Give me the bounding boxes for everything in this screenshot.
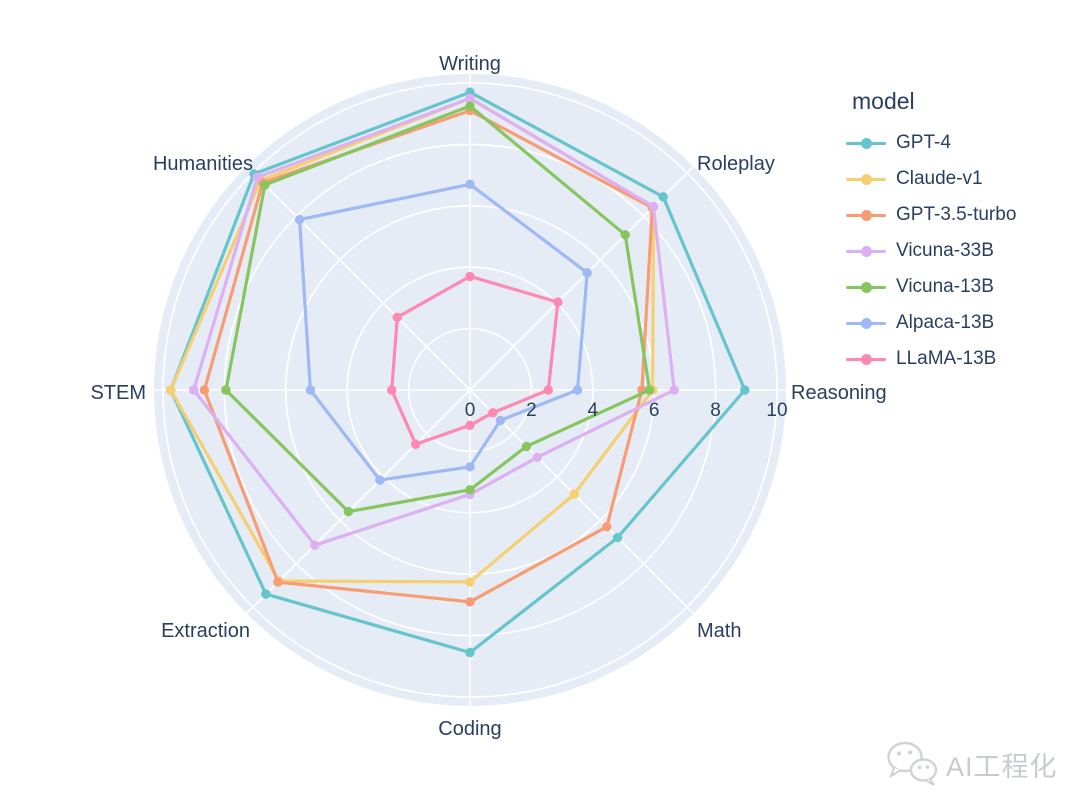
series-marker [669, 385, 679, 395]
radial-tick-10: 10 [766, 400, 787, 421]
series-marker [465, 93, 475, 104]
series-marker [465, 420, 475, 430]
series-marker [252, 172, 262, 182]
series-marker [465, 462, 475, 472]
radial-tick-6: 6 [649, 400, 660, 421]
legend-label: GPT-3.5-turbo [896, 204, 1017, 225]
series-LLaMA-13B[interactable] [387, 271, 563, 449]
legend-item-Vicuna-33B[interactable]: Vicuna-33B [846, 233, 1066, 269]
series-marker [488, 408, 498, 418]
series-marker [582, 268, 592, 278]
series-marker [740, 385, 750, 395]
series-marker [465, 101, 475, 111]
category-label-Extraction: Extraction [161, 620, 250, 642]
series-marker [658, 192, 668, 202]
legend-item-Vicuna-13B[interactable]: Vicuna-13B [846, 269, 1066, 305]
watermark-text: AI工程化 [946, 751, 1058, 782]
series-marker [411, 439, 421, 449]
legend-title: model [852, 88, 915, 114]
series-marker [569, 489, 579, 499]
category-label-STEM: STEM [90, 382, 146, 404]
legend-swatch-icon [846, 246, 886, 257]
legend-swatch-icon [846, 354, 886, 365]
legend-item-Claude-v1[interactable]: Claude-v1 [846, 161, 1066, 197]
series-marker [572, 385, 583, 395]
series-marker [166, 385, 176, 395]
legend-swatch-icon [846, 138, 886, 149]
legend-label: Vicuna-33B [896, 240, 994, 261]
series-Vicuna-13B[interactable] [221, 101, 655, 517]
legend-swatch-icon [846, 210, 886, 221]
series-marker [221, 385, 231, 395]
series-marker [465, 647, 475, 658]
series-marker [644, 385, 655, 395]
series-marker [553, 297, 563, 307]
series-marker [612, 532, 623, 543]
legend-label: Claude-v1 [896, 168, 983, 189]
legend-label: GPT-4 [896, 132, 951, 153]
series-marker [343, 506, 354, 517]
series-marker [465, 271, 475, 282]
series-marker [261, 589, 271, 599]
series-marker [465, 577, 475, 587]
radial-tick-0: 0 [465, 400, 476, 421]
legend-swatch-icon [846, 174, 886, 185]
legend-item-LLaMA-13B[interactable]: LLaMA-13B [846, 341, 1066, 377]
radial-tick-8: 8 [710, 400, 721, 421]
series-marker [189, 385, 199, 395]
series-marker [310, 540, 320, 550]
category-label-Roleplay: Roleplay [697, 153, 775, 175]
category-label-Coding: Coding [438, 718, 501, 740]
legend: model GPT-4 Claude-v1 GPT-3.5-turbo Vicuna-… [846, 88, 1066, 377]
legend-item-GPT-3.5-turbo[interactable]: GPT-3.5-turbo [846, 197, 1066, 233]
series-marker [387, 385, 397, 395]
series-marker [521, 441, 532, 452]
series-marker [532, 452, 542, 462]
series-marker [305, 385, 316, 395]
series-marker [495, 415, 506, 426]
legend-label: Vicuna-13B [896, 276, 994, 297]
series-marker [543, 385, 553, 395]
legend-items: GPT-4 Claude-v1 GPT-3.5-turbo Vicuna-33B Vic… [846, 125, 1066, 377]
category-label-Humanities: Humanities [153, 153, 253, 175]
radial-tick-4: 4 [588, 400, 599, 421]
series-marker [199, 385, 210, 395]
legend-swatch-icon [846, 282, 886, 293]
series-marker [465, 485, 475, 495]
series-marker [392, 312, 402, 322]
series-marker [465, 179, 475, 189]
legend-label: LLaMA-13B [896, 348, 997, 369]
watermark: AI工程化 [884, 738, 1058, 790]
legend-item-GPT-4[interactable]: GPT-4 [846, 125, 1066, 161]
series-marker [375, 475, 385, 485]
category-labels: Writing Roleplay Reasoning Math Coding Extrac… [90, 53, 886, 740]
category-label-Writing: Writing [439, 53, 501, 75]
radial-tick-2: 2 [526, 400, 537, 421]
wechat-logo-icon [887, 741, 938, 786]
legend-item-Alpaca-13B[interactable]: Alpaca-13B [846, 305, 1066, 341]
series-marker [648, 201, 659, 212]
category-label-Reasoning: Reasoning [791, 382, 887, 404]
legend-label: Alpaca-13B [896, 312, 995, 333]
radial-tick-labels: 0 2 4 6 8 10 [465, 400, 788, 421]
series-marker [602, 522, 612, 532]
series-marker [465, 597, 475, 607]
legend-swatch-icon [846, 318, 886, 329]
series-Alpaca-13B[interactable] [294, 179, 592, 485]
series-marker [294, 214, 305, 225]
category-label-Math: Math [697, 620, 741, 642]
series-marker [620, 230, 630, 240]
series-marker [260, 180, 270, 190]
series-marker [273, 577, 283, 587]
